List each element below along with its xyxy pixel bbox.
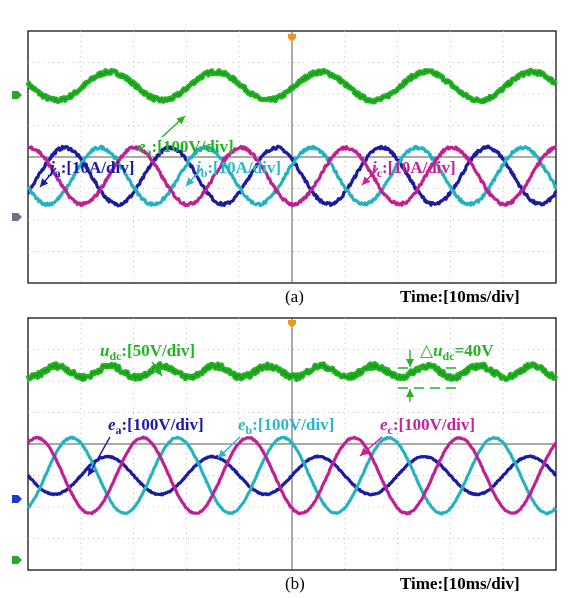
trace-ea (26, 454, 558, 497)
trace-core-ec (27, 436, 557, 515)
channel-marker-green-b (12, 556, 22, 564)
panel-b-labels: udc:[50V/div] ea:[100V/div] eb:[100V/div] e… (87, 341, 494, 477)
panel-a: ea:[100V/div]ja:[10A/div] jb:[10A/div] ic:… (12, 30, 558, 284)
label-arrowhead (218, 449, 227, 458)
trace-core-eb (27, 436, 557, 515)
panel-b-caption: (b) (285, 574, 305, 593)
channel-marker-blue-b (12, 495, 22, 503)
channel-marker-purple-a (12, 213, 22, 221)
trace-core-ea (27, 455, 557, 496)
series-label-eb: eb:[100V/div] (238, 415, 334, 437)
label-arrowhead (154, 367, 162, 376)
panel-a-time-scale: Time:[10ms/div] (400, 287, 520, 306)
trace-ic (27, 144, 558, 208)
trace-jb (26, 144, 557, 208)
trace-core-ja (27, 145, 557, 207)
label-arrowhead (360, 447, 369, 456)
label-arrowhead (406, 359, 414, 367)
trace-ja (27, 144, 558, 208)
trace-eb (26, 435, 558, 516)
series-label-ea: ea:[100V/div] (138, 137, 234, 159)
delta-udc-annotation: △udc=40V (420, 341, 494, 363)
panel-b-time-scale: Time:[10ms/div] (400, 574, 520, 593)
channel-marker-green-a (12, 91, 22, 99)
series-label-ec: ec:[100V/div] (380, 415, 475, 437)
series-label-ic: ic:[10A/div] (372, 158, 456, 180)
series-label-ja: ja:[10A/div] (47, 158, 134, 180)
label-arrowhead (362, 176, 371, 185)
trace-ec (26, 435, 558, 516)
series-label-udc: udc:[50V/div] (100, 341, 195, 363)
label-arrowhead (40, 178, 49, 187)
trace-core-jb (27, 144, 557, 207)
series-label-ea: ea:[100V/div] (108, 415, 204, 437)
label-arrowhead (186, 177, 195, 186)
trigger-marker-a (288, 34, 296, 42)
panel-a-traces (25, 67, 558, 208)
panel-a-labels: ea:[100V/div]ja:[10A/div] jb:[10A/div] ic:… (39, 115, 456, 188)
panel-a-caption: (a) (285, 287, 304, 306)
label-arrowhead (406, 389, 414, 397)
trace-core-ea (27, 69, 557, 103)
trace-core-ic (27, 145, 557, 207)
label-arrowhead (176, 116, 185, 125)
label-arrowhead (88, 467, 96, 476)
panel-b-traces (25, 361, 559, 516)
trigger-marker-b (288, 320, 296, 328)
trace-udc (25, 361, 559, 383)
trace-core-udc (27, 362, 557, 382)
trace-ea (25, 67, 558, 105)
panel-b: udc:[50V/div] ea:[100V/div] eb:[100V/div] e… (12, 317, 559, 571)
series-label-jb: jb:[10A/div] (193, 158, 281, 180)
